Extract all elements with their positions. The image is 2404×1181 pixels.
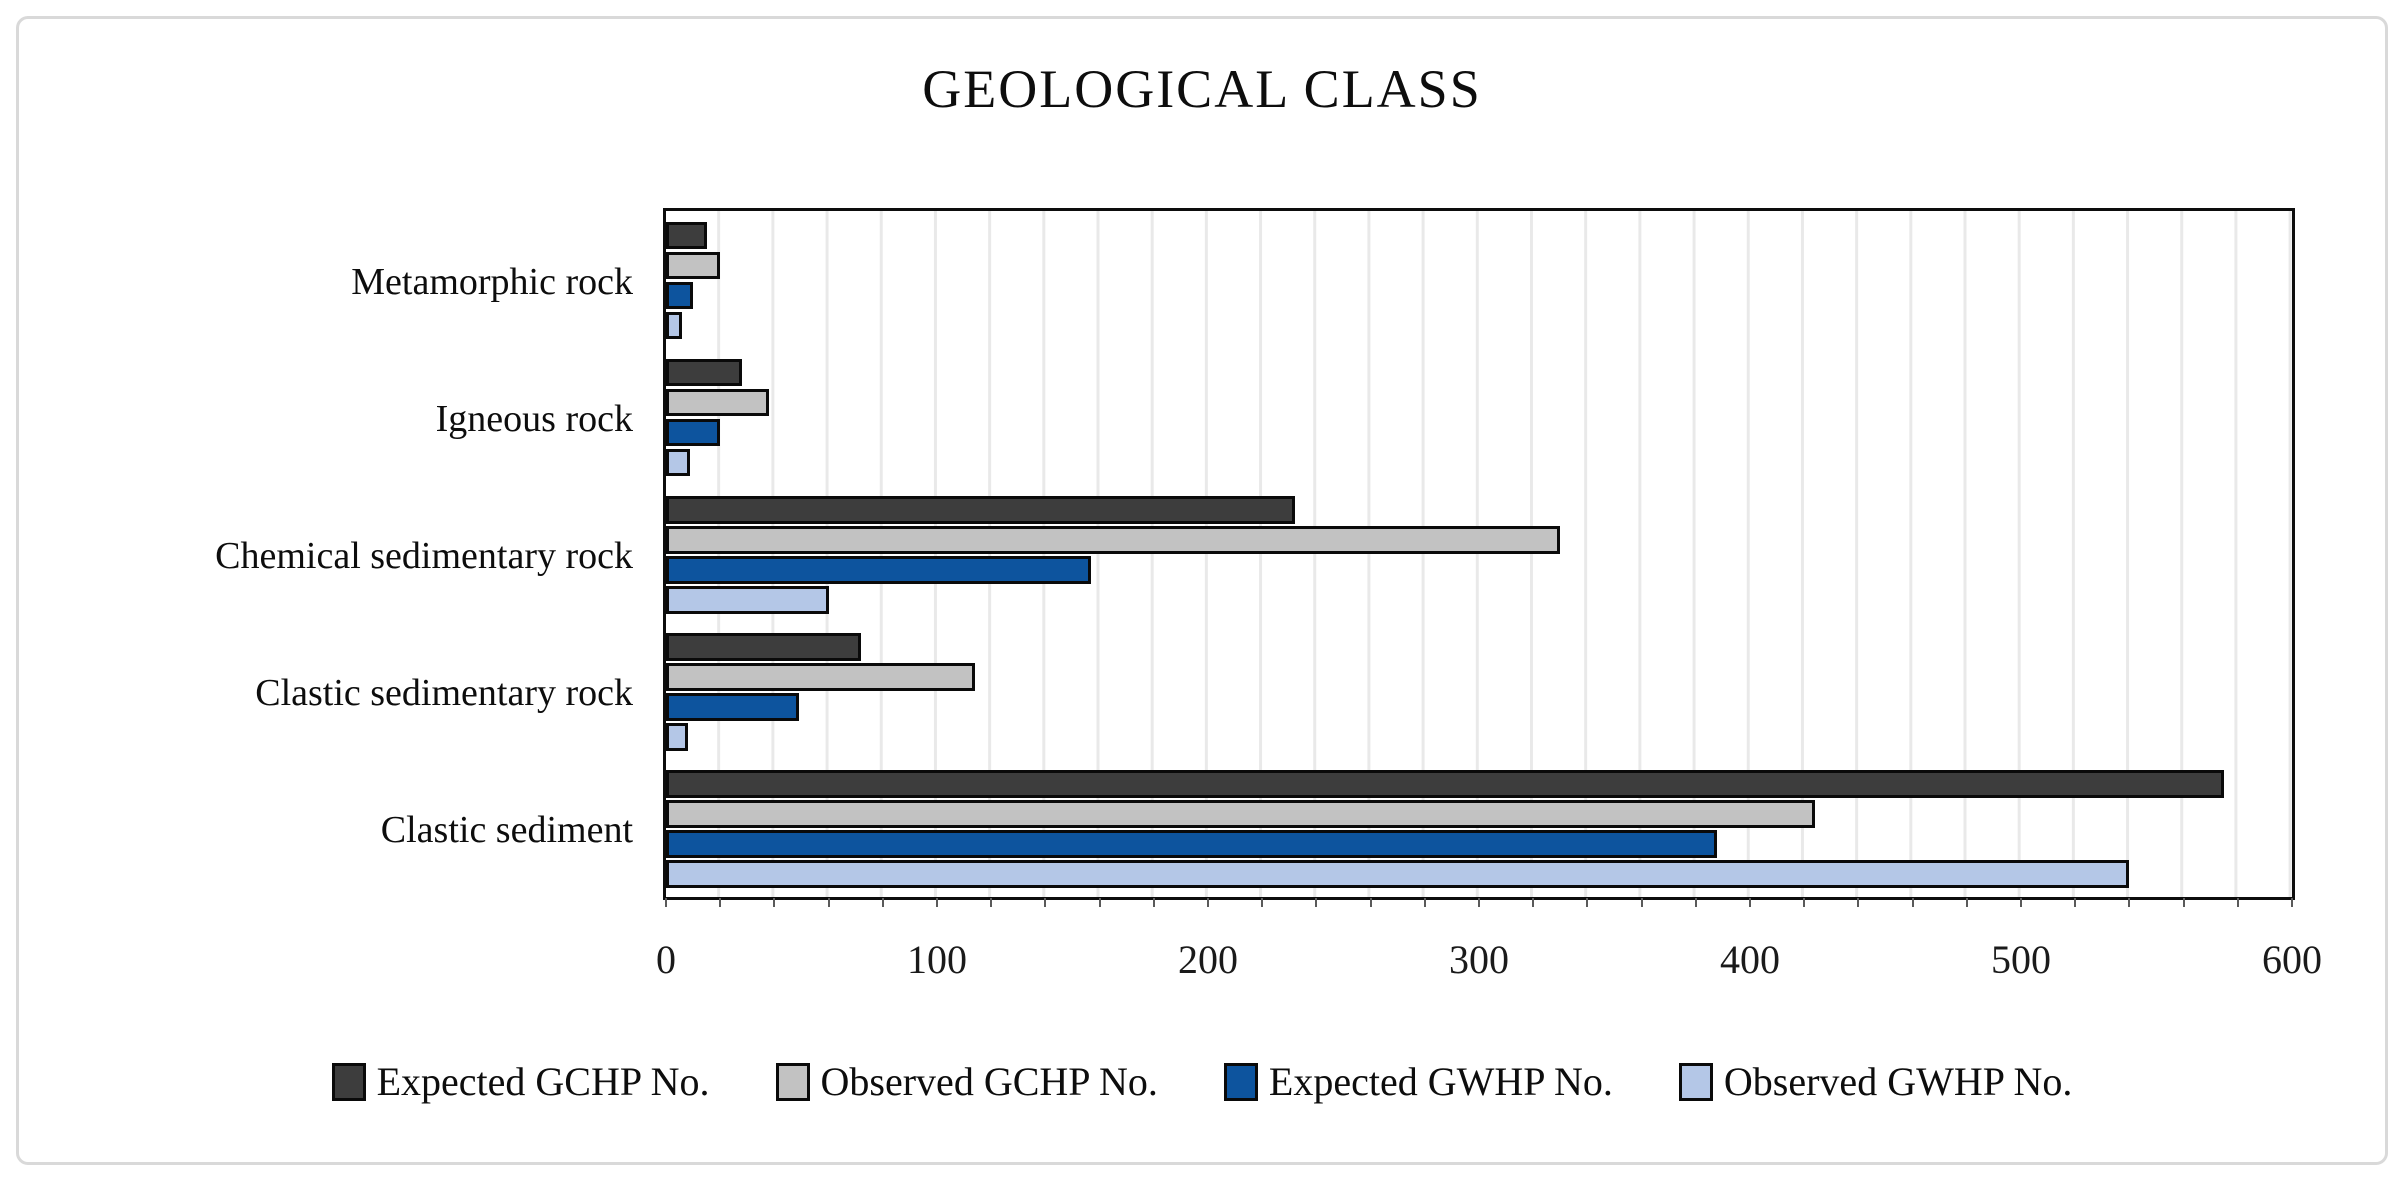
legend-label: Observed GCHP No. [820, 1059, 1158, 1104]
axis-minor-tick [719, 898, 722, 907]
bar-observed-gwhp-no [666, 860, 2130, 888]
axis-minor-tick [1532, 898, 1535, 907]
legend-label: Expected GWHP No. [1268, 1059, 1613, 1104]
axis-minor-tick [2128, 898, 2131, 907]
category-label: Clastic sedimentary rock [255, 672, 633, 715]
legend-label: Expected GCHP No. [376, 1059, 710, 1104]
bar-observed-gwhp-no [666, 448, 691, 477]
legend-item: Observed GWHP No. [1678, 1058, 2073, 1105]
bar-expected-gchp-no [666, 221, 707, 250]
axis-minor-tick [1694, 898, 1697, 907]
bar-expected-gchp-no [666, 770, 2225, 798]
bar-expected-gwhp-no [666, 693, 799, 721]
category-label: Igneous rock [435, 397, 633, 440]
axis-minor-tick [1423, 898, 1426, 907]
axis-minor-tick [936, 898, 938, 907]
axis-minor-tick [1044, 898, 1047, 907]
x-tick-label: 200 [1178, 937, 1238, 982]
bar-observed-gchp-no [666, 663, 975, 691]
bar-observed-gwhp-no [666, 311, 683, 340]
x-tick-label: 300 [1449, 937, 1509, 982]
x-tick-label: 400 [1720, 937, 1780, 982]
axis-minor-tick [1749, 898, 1751, 907]
axis-minor-tick [1640, 898, 1643, 907]
legend-item: Expected GWHP No. [1223, 1058, 1613, 1105]
x-tick-label: 0 [656, 937, 676, 982]
bar-expected-gchp-no [666, 496, 1295, 524]
legend-swatch-icon [775, 1062, 810, 1101]
bar-observed-gchp-no [666, 388, 769, 417]
axis-minor-tick [1965, 898, 1968, 907]
category-label: Metamorphic rock [351, 260, 633, 303]
axis-minor-tick [2291, 898, 2293, 907]
chart-title: GEOLOGICAL CLASS [922, 59, 1482, 119]
axis-minor-tick [773, 898, 776, 907]
category-label: Chemical sedimentary rock [215, 535, 633, 577]
bar-observed-gwhp-no [666, 723, 688, 751]
bar-expected-gwhp-no [666, 418, 721, 447]
bar-observed-gwhp-no [666, 586, 829, 614]
axis-minor-tick [2236, 898, 2239, 907]
legend: Expected GCHP No. Observed GCHP No. Expect… [0, 1058, 2404, 1105]
axis-minor-tick [1098, 898, 1101, 907]
bar-observed-gchp-no [666, 251, 721, 280]
bar-expected-gwhp-no [666, 830, 1718, 858]
x-tick-label: 600 [2262, 937, 2322, 982]
axis-minor-tick [827, 898, 830, 907]
legend-label: Observed GWHP No. [1723, 1059, 2073, 1104]
axis-minor-tick [1586, 898, 1589, 907]
legend-item: Expected GCHP No. [331, 1058, 710, 1105]
axis-minor-tick [1152, 898, 1155, 907]
legend-swatch-icon [1678, 1062, 1713, 1101]
x-tick-label: 100 [907, 937, 967, 982]
axis-minor-tick [1911, 898, 1914, 907]
bar-observed-gchp-no [666, 800, 1816, 828]
axis-minor-tick [1207, 898, 1209, 907]
bar-observed-gchp-no [666, 526, 1561, 554]
bar-expected-gchp-no [666, 633, 862, 661]
axis-minor-tick [1261, 898, 1264, 907]
axis-minor-tick [2074, 898, 2077, 907]
legend-swatch-icon [331, 1062, 366, 1101]
axis-minor-tick [990, 898, 993, 907]
axis-minor-tick [1478, 898, 1480, 907]
axis-minor-tick [665, 898, 667, 907]
legend-swatch-icon [1223, 1062, 1258, 1101]
axis-minor-tick [1315, 898, 1318, 907]
bar-expected-gwhp-no [666, 281, 694, 310]
axis-minor-tick [1803, 898, 1806, 907]
plot-area [663, 208, 2295, 900]
bar-expected-gwhp-no [666, 556, 1092, 584]
x-tick-label: 500 [1991, 937, 2051, 982]
axis-minor-tick [2182, 898, 2185, 907]
axis-minor-tick [1857, 898, 1860, 907]
axis-minor-tick [2020, 898, 2022, 907]
legend-item: Observed GCHP No. [775, 1058, 1158, 1105]
axis-minor-tick [1369, 898, 1372, 907]
axis-minor-tick [881, 898, 884, 907]
bar-expected-gchp-no [666, 358, 742, 387]
category-label: Clastic sediment [380, 809, 633, 852]
